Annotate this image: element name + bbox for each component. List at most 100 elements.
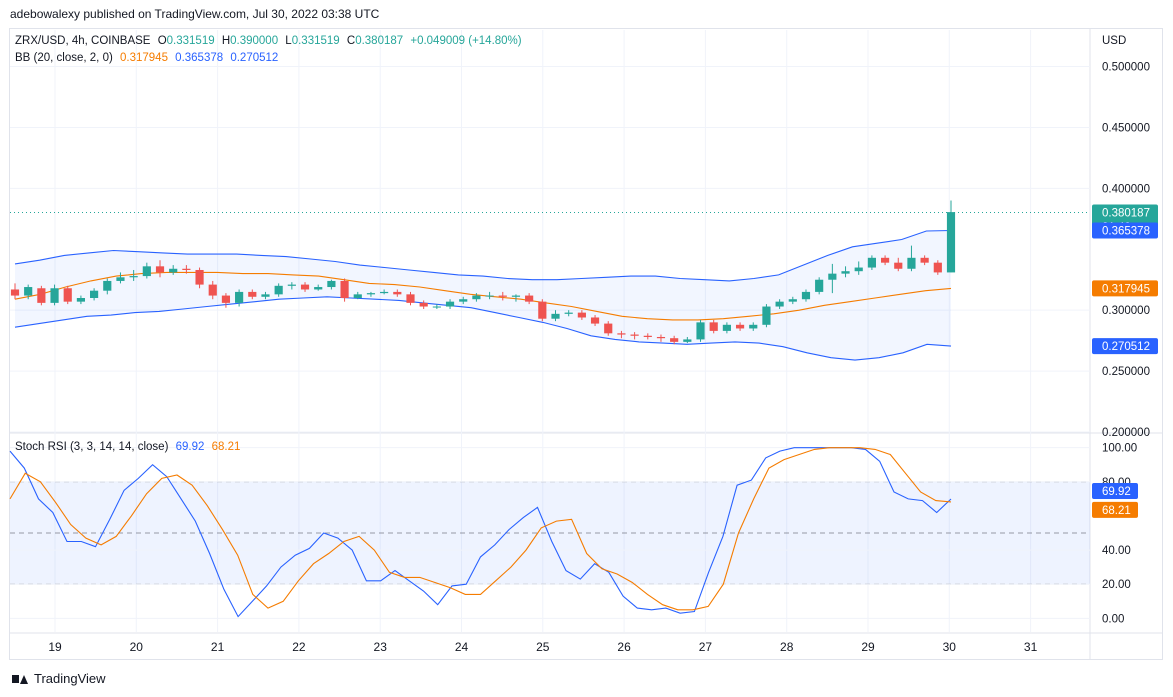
candle-body — [815, 279, 824, 292]
bb-label: BB (20, close, 2, 0) — [15, 52, 113, 64]
time-axis-label: 25 — [536, 640, 550, 654]
time-axis-label: 22 — [292, 640, 306, 654]
stoch-badge-text: 69.92 — [1102, 486, 1131, 498]
candle-body — [142, 266, 151, 277]
candle — [590, 315, 600, 327]
candle-body — [709, 322, 718, 331]
price-badge-text: 0.380187 — [1102, 207, 1150, 219]
bb-lower-value: 0.270512 — [230, 52, 279, 64]
stoch-k-line — [9, 447, 952, 618]
candle — [604, 321, 613, 336]
time-axis-label: 26 — [617, 640, 631, 654]
bb-legend: BB (20, close, 2, 0) 0.317945 0.365378 0… — [15, 52, 282, 64]
candle-body — [393, 291, 402, 295]
candle-body — [894, 262, 903, 269]
tradingview-footer[interactable]: TradingView — [12, 671, 106, 686]
candle-body — [525, 295, 534, 302]
candle-body — [854, 267, 863, 272]
candle — [841, 266, 850, 278]
candle-body — [366, 293, 376, 295]
candle — [656, 334, 666, 342]
candle-body — [155, 266, 165, 273]
price-badge-text: 0.317945 — [1102, 283, 1150, 295]
time-axis-label: 23 — [374, 640, 388, 654]
candle — [366, 291, 376, 297]
close-value: 0.380187 — [355, 35, 404, 47]
candle — [907, 245, 916, 272]
candle-body — [617, 333, 626, 335]
price-axis-tick: 0.500000 — [1102, 62, 1150, 74]
candle-body — [419, 302, 428, 307]
candle-body — [406, 294, 415, 303]
candle-body — [920, 257, 929, 263]
candle — [551, 310, 560, 322]
candle — [340, 278, 349, 302]
candle-body — [50, 288, 59, 303]
time-axis-label: 28 — [780, 640, 794, 654]
low-value: 0.331519 — [291, 35, 340, 47]
candle-body — [538, 301, 547, 319]
candle — [511, 294, 521, 302]
bb-basis-value: 0.317945 — [120, 52, 168, 64]
candle-body — [696, 322, 705, 340]
candle-body — [643, 335, 652, 337]
candle — [538, 299, 547, 322]
candle — [380, 289, 389, 295]
candle — [327, 279, 336, 290]
candle — [854, 261, 863, 275]
candle-body — [445, 301, 455, 307]
candle — [63, 285, 72, 305]
time-axis-label: 21 — [211, 640, 225, 654]
candle — [129, 269, 138, 281]
stoch-d-value: 68.21 — [211, 441, 241, 453]
candle — [24, 284, 33, 300]
candle — [50, 284, 59, 306]
candle — [577, 310, 586, 320]
candle — [801, 289, 811, 302]
candle-body — [498, 295, 507, 297]
candle-body — [129, 276, 138, 278]
high-value: 0.390000 — [230, 35, 279, 47]
candle-body — [788, 299, 797, 302]
publisher-line: adebowalexy published on TradingView.com… — [10, 7, 380, 21]
price-axis-tick: 0.200000 — [1102, 427, 1150, 439]
candle-body — [841, 271, 850, 274]
chart-frame — [9, 28, 1163, 660]
price-badge — [1092, 222, 1158, 239]
candle — [735, 322, 745, 331]
candle — [261, 291, 270, 300]
candle — [10, 283, 20, 300]
candle-body — [656, 336, 666, 339]
candle-body — [551, 313, 560, 319]
candle-body — [314, 287, 323, 290]
stoch-legend: Stoch RSI (3, 3, 14, 14, close) 69.92 68… — [15, 441, 244, 453]
stoch-d-line — [9, 447, 952, 611]
candle — [393, 289, 402, 297]
time-axis-label: 27 — [699, 640, 713, 654]
candle — [683, 336, 692, 344]
candle — [445, 299, 455, 309]
candle — [472, 293, 481, 302]
price-axis-tick: 0.400000 — [1102, 183, 1150, 195]
candle — [749, 322, 758, 331]
candle-body — [564, 312, 573, 314]
candle — [946, 200, 956, 273]
candle — [432, 304, 441, 309]
candle-body — [380, 291, 389, 294]
candle-body — [432, 306, 441, 308]
candle-body — [762, 306, 771, 325]
candle — [195, 267, 204, 289]
candle — [722, 322, 731, 334]
candle-body — [590, 317, 600, 324]
candle-body — [485, 295, 494, 297]
symbol-name: ZRX/USD, 4h, COINBASE — [15, 35, 151, 47]
candle — [287, 282, 296, 290]
candle-body — [24, 287, 33, 296]
bb-lower-line — [14, 296, 952, 361]
stoch-label: Stoch RSI (3, 3, 14, 14, close) — [15, 441, 169, 453]
candle — [815, 277, 824, 295]
candle — [696, 319, 705, 342]
candle-body — [735, 324, 745, 329]
stoch-axis-tick: 20.00 — [1102, 579, 1131, 591]
